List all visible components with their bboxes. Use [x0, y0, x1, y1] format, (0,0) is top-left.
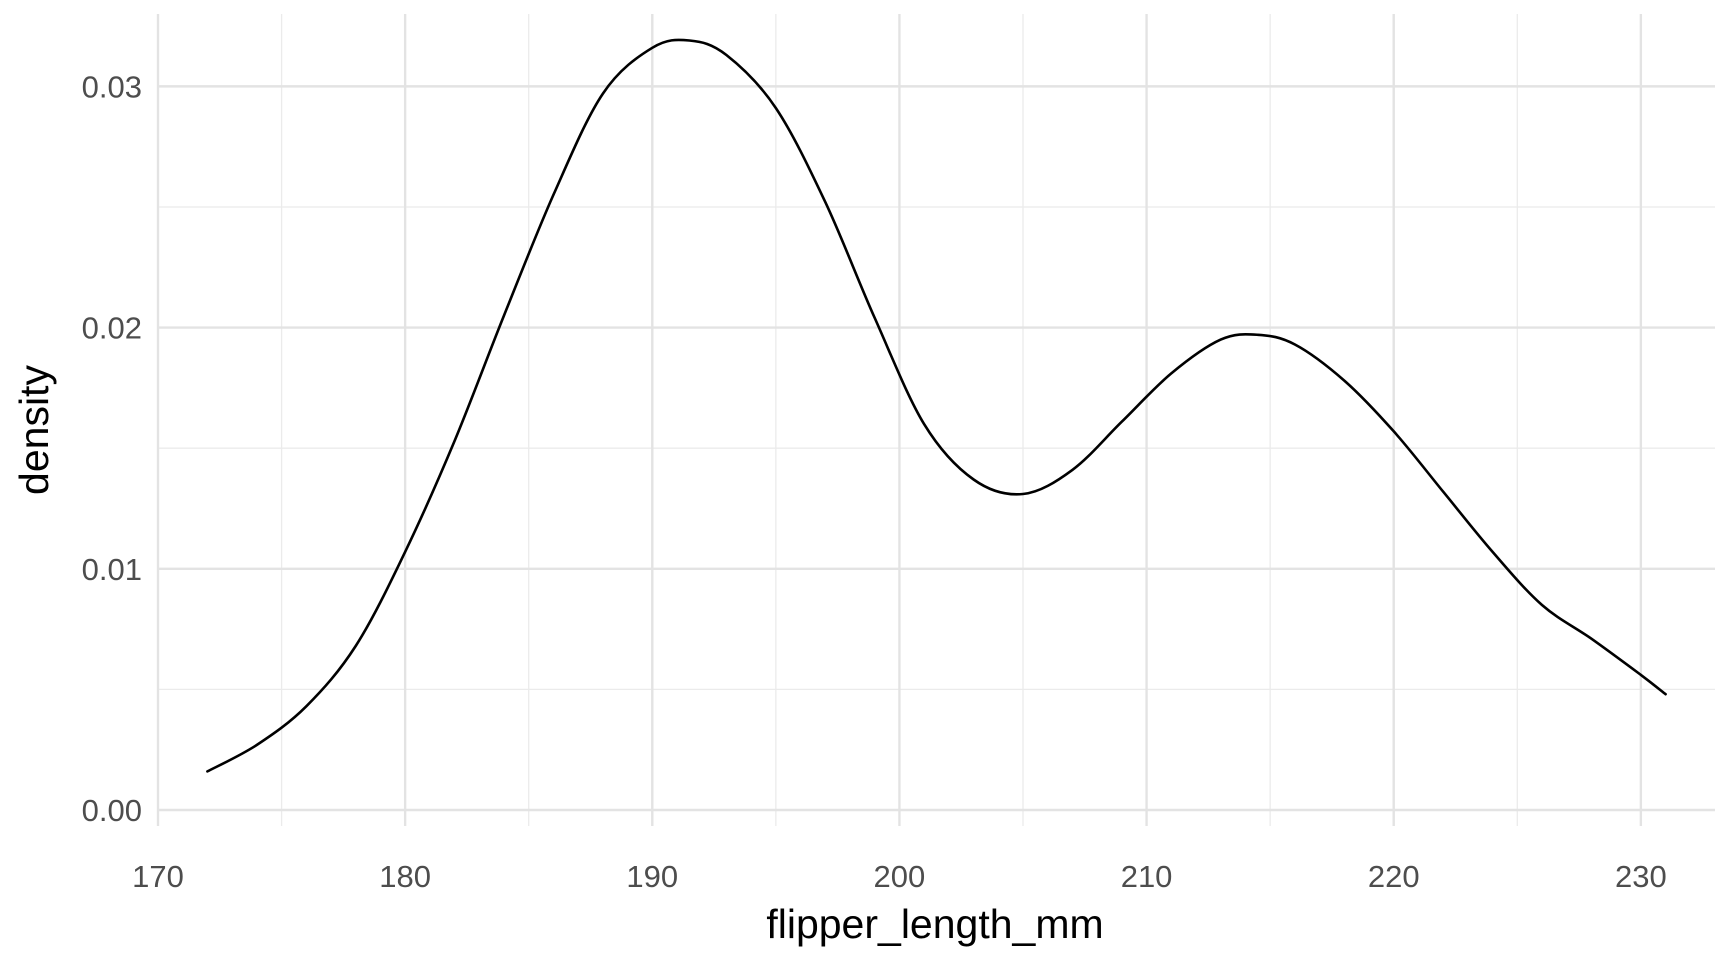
density-line: [206, 38, 1667, 773]
y-tick-label: 0.02: [82, 311, 142, 346]
x-axis-title: flipper_length_mm: [766, 901, 1103, 947]
y-axis-title: density: [11, 365, 57, 495]
x-tick-label: 210: [1121, 859, 1173, 894]
x-tick-label: 180: [379, 859, 431, 894]
x-tick-label: 190: [626, 859, 678, 894]
y-tick-label: 0.01: [82, 552, 142, 587]
x-tick-label: 220: [1368, 859, 1420, 894]
y-tick-label: 0.00: [82, 793, 142, 828]
x-tick-label: 230: [1615, 859, 1667, 894]
x-axis-ticks: 170 180 190 200 210 220 230: [132, 859, 1667, 894]
major-gridlines: [156, 14, 1715, 826]
y-tick-label: 0.03: [82, 69, 142, 104]
minor-gridlines: [158, 14, 1715, 826]
x-tick-label: 170: [132, 859, 184, 894]
density-series: [206, 38, 1667, 773]
y-axis-ticks: 0.00 0.01 0.02 0.03: [82, 69, 142, 828]
x-tick-label: 200: [874, 859, 926, 894]
